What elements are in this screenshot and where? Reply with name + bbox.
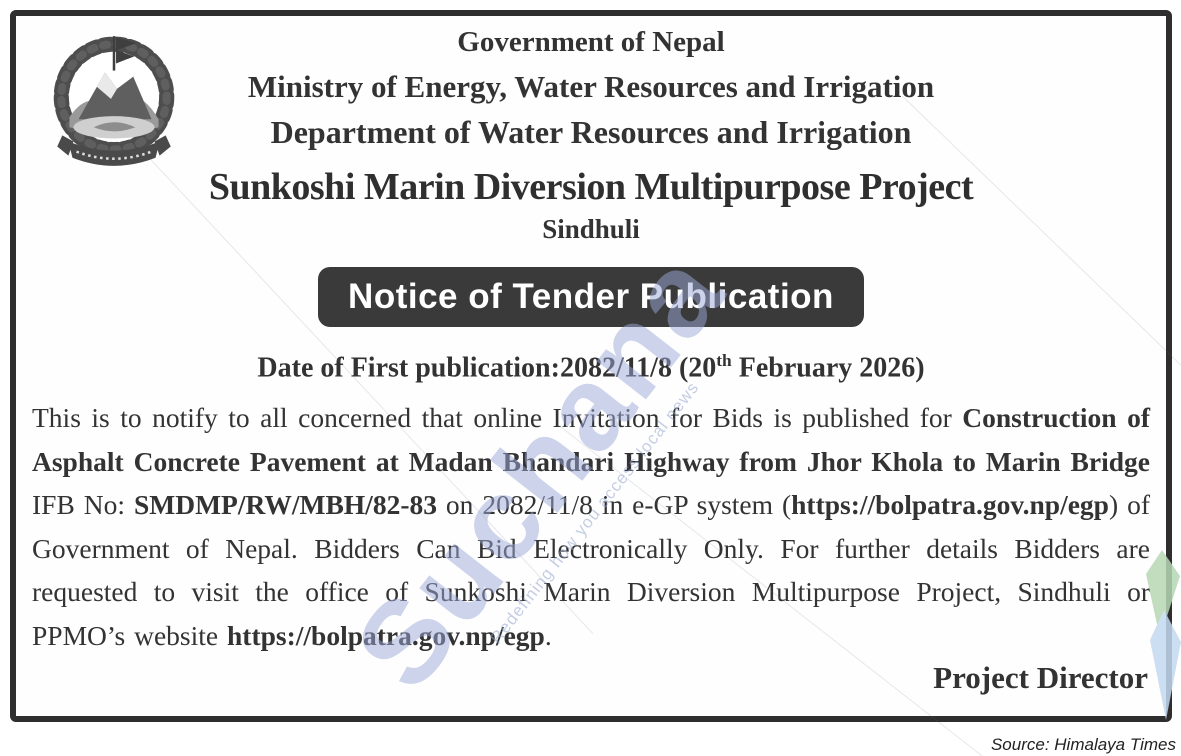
ministry-title: Ministry of Energy, Water Resources and …: [247, 69, 935, 104]
district-label: Sindhuli: [542, 214, 640, 244]
project-title: Sunkoshi Marin Diversion Multipurpose Pr…: [208, 166, 974, 208]
notice-content: Government of Nepal Ministry of Energy, …: [16, 24, 1166, 724]
notice-banner-row: Notice of Tender Publication: [16, 267, 1166, 327]
nepal-coat-of-arms-emblem: [53, 36, 175, 166]
notice-title-banner: Notice of Tender Publication: [318, 267, 864, 327]
source-credit: Source: Himalaya Times: [990, 735, 1176, 754]
signature-title: Project Director: [933, 660, 1148, 696]
notice-border-frame: Government of Nepal Ministry of Energy, …: [10, 10, 1172, 722]
notice-body-paragraph: This is to notify to all concerned that …: [32, 402, 1150, 651]
department-title: Department of Water Resources and Irriga…: [270, 114, 912, 150]
publication-date-line: Date of First publication:2082/11/8 (20t…: [257, 351, 925, 384]
org-country-title: Government of Nepal: [457, 26, 725, 58]
